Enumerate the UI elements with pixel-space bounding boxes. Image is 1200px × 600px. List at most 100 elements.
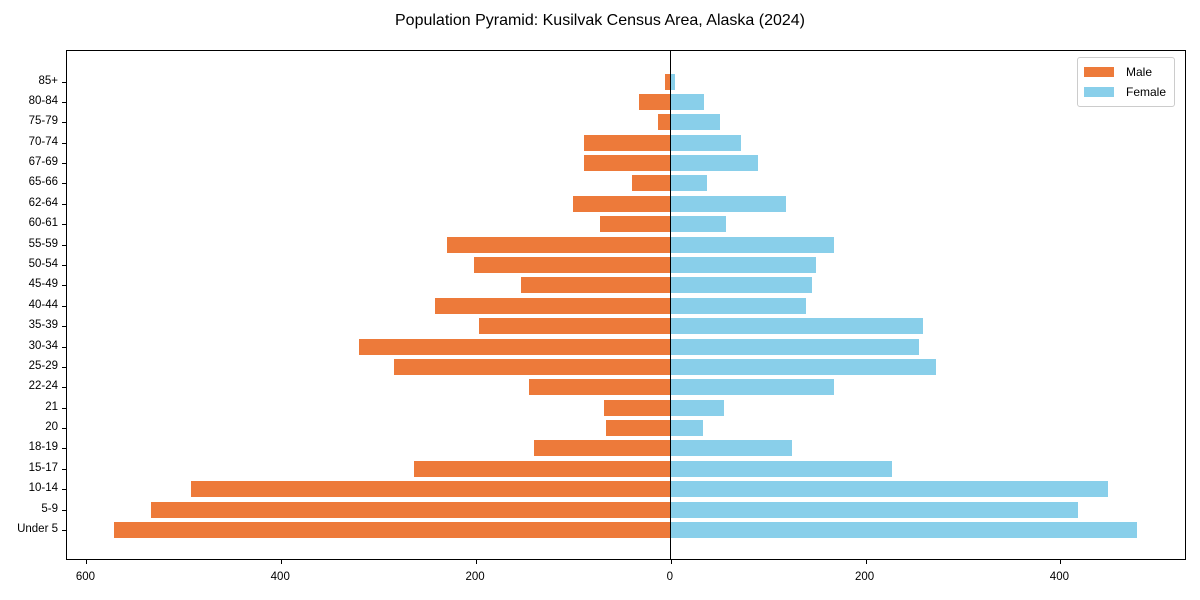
y-tick	[62, 428, 67, 430]
female-bar	[670, 175, 707, 192]
male-bar	[394, 358, 671, 375]
y-tick-label: 50-54	[28, 257, 58, 270]
y-tick	[62, 346, 67, 348]
female-bar	[670, 236, 835, 253]
x-tick	[1060, 559, 1062, 564]
x-tick	[86, 559, 88, 564]
y-tick	[62, 203, 67, 205]
chart-title: Population Pyramid: Kusilvak Census Area…	[395, 12, 805, 29]
y-tick	[62, 326, 67, 328]
x-tick	[281, 559, 283, 564]
y-tick-label: 10-14	[28, 482, 58, 495]
y-tick-label: Under 5	[17, 523, 58, 535]
male-bar	[150, 501, 671, 518]
female-bar	[670, 216, 727, 233]
male-bar	[584, 155, 671, 172]
male-bar	[478, 318, 671, 335]
y-tick-label: 25-29	[28, 359, 58, 372]
y-tick-label: 62-64	[28, 196, 58, 209]
x-tick	[476, 559, 478, 564]
y-tick-label: 80-84	[28, 94, 58, 107]
legend-label-male: Male	[1125, 65, 1152, 79]
y-tick	[62, 387, 67, 389]
male-bar	[474, 256, 671, 273]
female-swatch	[1083, 87, 1114, 97]
y-tick	[62, 468, 67, 470]
y-tick	[62, 305, 67, 307]
female-bar	[670, 155, 759, 172]
female-bar	[670, 318, 924, 335]
legend-label-female: Female	[1125, 85, 1166, 99]
y-tick	[62, 81, 67, 83]
male-bar	[435, 297, 671, 314]
y-tick-label: 85+	[38, 74, 58, 87]
y-tick	[62, 142, 67, 144]
y-tick-label: 22-24	[28, 380, 58, 393]
female-bar	[670, 481, 1109, 498]
y-tick	[62, 264, 67, 266]
y-tick	[62, 366, 67, 368]
legend-item-female: Female	[1083, 82, 1166, 102]
y-tick-label: 60-61	[28, 217, 58, 230]
female-bar	[670, 358, 936, 375]
x-tick-label: 400	[270, 571, 290, 583]
male-bar	[631, 175, 671, 192]
y-tick-label: 45-49	[28, 278, 58, 291]
y-tick	[62, 530, 67, 531]
y-tick-label: 75-79	[28, 115, 58, 128]
male-bar	[113, 522, 671, 538]
x-tick	[865, 559, 867, 564]
x-tick-label: 200	[465, 571, 485, 583]
male-bar	[446, 236, 671, 253]
plot-area: Male Female	[62, 50, 1186, 564]
y-tick-label: 70-74	[28, 135, 58, 148]
y-tick	[62, 244, 67, 246]
male-bar	[520, 277, 671, 294]
male-bar	[359, 338, 671, 355]
male-bar	[190, 481, 671, 498]
y-tick	[62, 407, 67, 409]
x-tick-label: 600	[75, 571, 96, 583]
y-tick	[62, 183, 67, 185]
y-tick	[62, 101, 67, 103]
legend-item-male: Male	[1083, 62, 1166, 82]
female-bar	[670, 501, 1078, 518]
y-tick-label: 15-17	[28, 461, 58, 474]
male-bar	[605, 420, 671, 437]
female-bar	[670, 73, 675, 90]
female-bar	[670, 114, 721, 131]
female-bar	[670, 297, 807, 314]
male-swatch	[1083, 67, 1114, 77]
y-tick-label: 21	[45, 400, 58, 413]
male-bar	[638, 93, 671, 110]
female-bar	[670, 338, 920, 355]
x-tick	[670, 559, 672, 564]
female-bar	[670, 379, 835, 396]
y-tick-label: 18-19	[28, 441, 58, 454]
female-bar	[670, 256, 816, 273]
y-tick-label: 5-9	[41, 502, 58, 515]
x-tick-label: 200	[855, 571, 875, 583]
male-bar	[599, 216, 671, 233]
female-bar	[670, 420, 703, 437]
male-bar	[533, 440, 671, 457]
female-bar	[670, 134, 741, 151]
female-bar	[670, 440, 792, 457]
male-bar	[573, 195, 671, 212]
y-tick	[62, 122, 67, 124]
y-tick	[62, 509, 67, 511]
zero-line	[670, 51, 672, 559]
female-bar	[670, 195, 786, 212]
y-tick-label: 67-69	[28, 156, 58, 169]
male-bar	[413, 460, 671, 477]
y-tick-label: 20	[45, 421, 58, 434]
y-tick-label: 55-59	[28, 237, 58, 250]
male-bar	[528, 379, 671, 396]
y-tick	[62, 224, 67, 226]
male-bar	[664, 73, 671, 90]
female-bar	[670, 522, 1138, 538]
female-bar	[670, 460, 892, 477]
x-tick-label: 400	[1049, 571, 1069, 583]
y-tick-label: 30-34	[28, 339, 58, 352]
female-bar	[670, 277, 813, 294]
